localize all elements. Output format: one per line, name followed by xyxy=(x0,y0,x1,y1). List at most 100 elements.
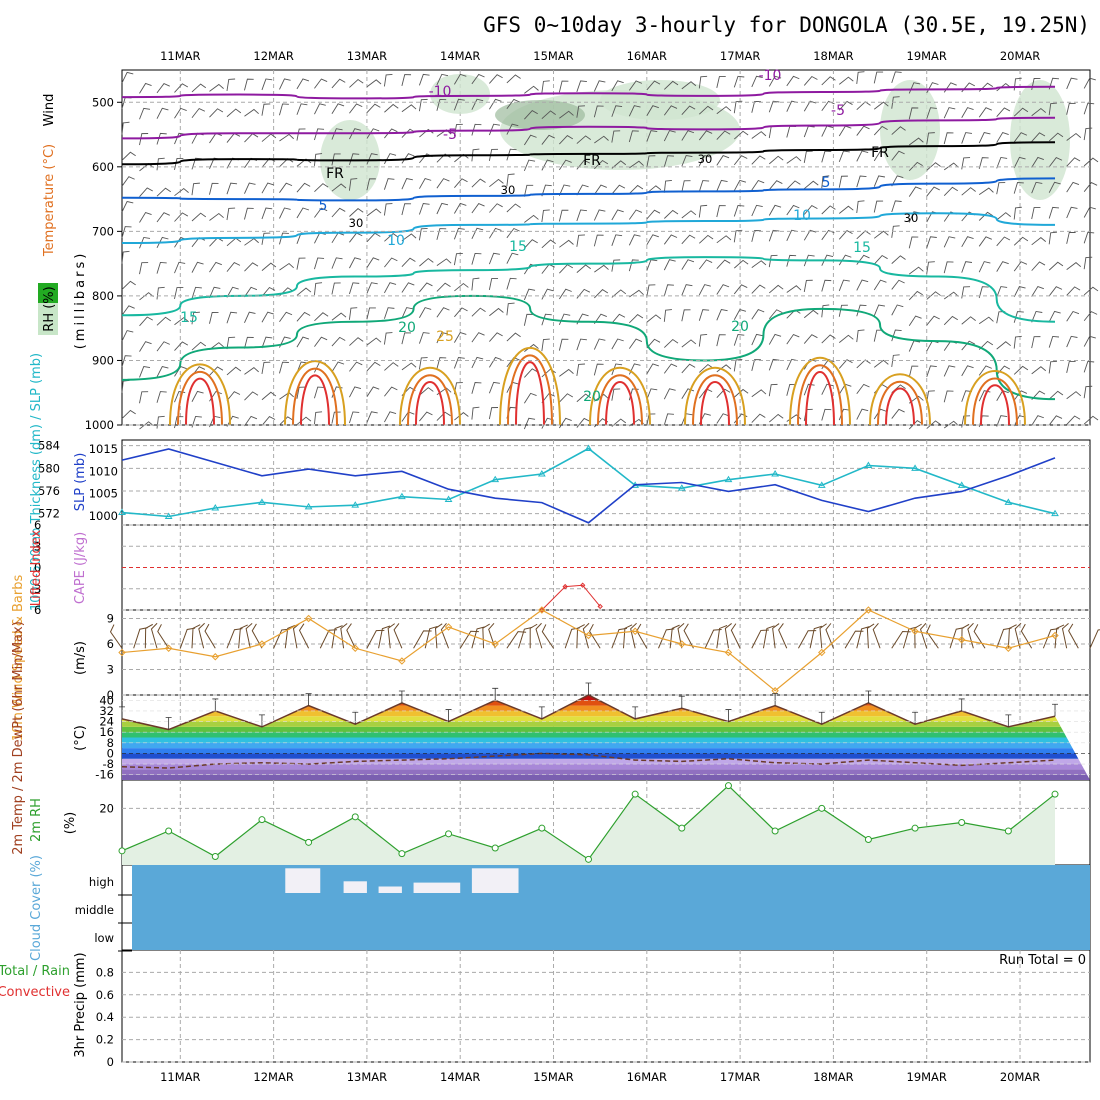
wind-barb xyxy=(401,332,412,345)
wind-barb xyxy=(226,207,236,221)
wind-barb xyxy=(1013,415,1026,427)
wind-barb xyxy=(453,98,465,111)
wind-barb xyxy=(506,277,517,290)
wind-barb xyxy=(908,340,921,352)
surface-barb xyxy=(204,623,216,649)
wind-barb xyxy=(191,182,200,196)
date-label-bottom: 13MAR xyxy=(347,1070,387,1084)
wind-barb xyxy=(244,311,256,323)
wind-barb xyxy=(594,264,609,273)
rh-contour-label: 30 xyxy=(698,152,713,166)
wind-barb xyxy=(821,304,830,318)
wind-barb xyxy=(471,98,484,110)
wind-barb xyxy=(366,208,382,217)
isotherm-line xyxy=(121,294,1056,401)
wind-barb xyxy=(611,130,621,143)
wind-speed-point xyxy=(678,640,686,648)
wind-barb xyxy=(226,78,236,91)
wind-barb xyxy=(943,107,956,119)
wind-barb xyxy=(768,180,783,190)
warm-contour xyxy=(980,384,1010,426)
wind-barb xyxy=(488,98,502,110)
wind-barb xyxy=(261,262,277,271)
wind-barb xyxy=(663,179,672,193)
wind-barb xyxy=(296,257,306,270)
isotherm-line xyxy=(121,212,1056,244)
surface-barb xyxy=(1061,622,1069,649)
wind-speed-point xyxy=(211,653,220,661)
wind-barb xyxy=(803,358,817,370)
wind-barb xyxy=(908,395,924,404)
wind-barb xyxy=(838,125,852,137)
wind-barb xyxy=(821,383,834,395)
wind-barb xyxy=(821,408,832,421)
thickness-point xyxy=(491,475,500,483)
wind-barb xyxy=(786,285,802,293)
surface-barb xyxy=(658,628,675,649)
wind-barb xyxy=(1013,206,1022,220)
thickness-point xyxy=(258,498,266,505)
wind-barb xyxy=(436,202,449,215)
warm-contour xyxy=(292,367,338,426)
wind-barb xyxy=(279,207,291,219)
surface-barb xyxy=(996,627,1012,649)
wind-barb xyxy=(489,307,504,317)
wind-barb xyxy=(576,80,587,93)
cloud-cover-label: Cloud Cover (%) xyxy=(29,855,44,961)
cloud-cover-panel: high middle low Cloud Cover (%) xyxy=(29,855,1090,961)
wind-barb xyxy=(943,291,959,300)
wind-barb xyxy=(611,289,627,298)
wind-barb xyxy=(664,338,679,348)
surface-barb xyxy=(872,622,881,649)
rh-point xyxy=(631,790,639,798)
wind-barb xyxy=(698,284,711,296)
wind-barb xyxy=(611,209,624,221)
wind-barb xyxy=(209,182,219,195)
wind-barb xyxy=(681,309,691,322)
precip-unit-label: 3hr Precip (mm) xyxy=(73,952,88,1057)
wind-barb xyxy=(191,390,204,402)
lifted-index-label: Lifted Index xyxy=(29,529,44,606)
wind-barb xyxy=(1083,415,1099,425)
wind-barb xyxy=(331,257,343,269)
wind-barb xyxy=(349,128,362,140)
wind-barb xyxy=(576,363,586,376)
wind-barb xyxy=(261,311,274,323)
wind-barb xyxy=(873,150,887,162)
wind-barb xyxy=(384,282,397,294)
wind-barb xyxy=(244,207,254,220)
wind-barb xyxy=(751,155,766,165)
wind-barb xyxy=(716,76,726,89)
wind-barb xyxy=(139,292,154,301)
wind-barb xyxy=(1031,310,1043,323)
surface-barb xyxy=(331,625,343,649)
surface-barb xyxy=(226,628,243,649)
surface-barb xyxy=(471,626,485,649)
wind-barb xyxy=(559,264,574,274)
wind-barb xyxy=(279,262,294,271)
wind-speed-point xyxy=(118,648,126,657)
wind-barb xyxy=(856,329,865,343)
warm-contour xyxy=(597,374,643,426)
wind-barb xyxy=(558,184,571,196)
wind-barb xyxy=(454,178,468,188)
wind-barb xyxy=(698,309,710,321)
wind-barb xyxy=(698,234,714,244)
wind-barb xyxy=(838,279,850,292)
wind-barb xyxy=(646,155,656,168)
wind-barb xyxy=(698,204,708,218)
isotherm-label: -10 xyxy=(759,68,782,84)
temp-minmax-bar xyxy=(398,690,405,703)
surface-barb xyxy=(251,623,263,649)
wind-barb xyxy=(594,289,609,299)
wind-barb xyxy=(488,277,499,291)
wind-barb xyxy=(873,200,884,213)
wind-barb xyxy=(139,133,149,146)
wind-barb xyxy=(541,184,552,197)
wind-barb xyxy=(961,365,974,377)
wind-barb xyxy=(803,75,818,86)
wind-barb xyxy=(121,280,136,290)
lifted-tick-label: 6 xyxy=(34,518,41,532)
wind-barb xyxy=(436,258,452,267)
wind-barb xyxy=(1066,286,1081,296)
